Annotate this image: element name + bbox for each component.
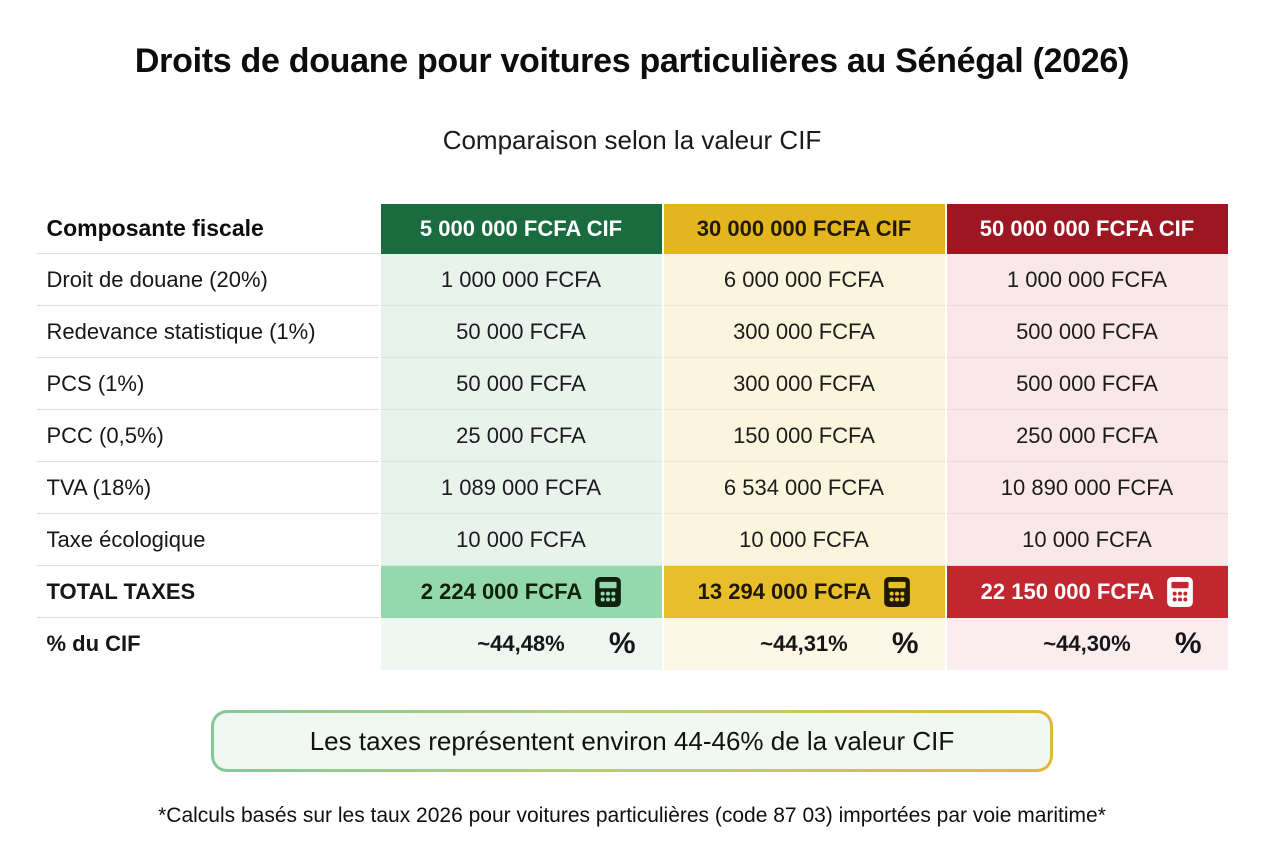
total-value: 13 294 000 FCFA (697, 579, 872, 604)
table-cell: 1 000 000 FCFA (946, 254, 1228, 306)
footnote: *Calculs basés sur les taux 2026 pour vo… (158, 804, 1106, 827)
percent-value: ~44,48% (477, 631, 565, 656)
percent-value: ~44,30% (1043, 631, 1131, 656)
row-label-tva: TVA (18%) (36, 462, 379, 514)
percent-icon: % (608, 627, 636, 660)
percent-cell: ~44,31% % (663, 618, 945, 670)
summary-callout-text: Les taxes représentent environ 44-46% de… (214, 713, 1050, 769)
table-cell: 50 000 FCFA (380, 358, 662, 410)
row-label-droit-douane: Droit de douane (20%) (36, 254, 379, 306)
total-cell: 2 224 000 FCFA (380, 566, 662, 618)
table-cell: 1 000 000 FCFA (380, 254, 662, 306)
table-cell: 1 089 000 FCFA (380, 462, 662, 514)
total-value: 22 150 000 FCFA (980, 579, 1155, 604)
calculator-icon (1167, 577, 1194, 607)
table-cell: 10 000 FCFA (946, 514, 1228, 566)
row-label-pct-du-cif: % du CIF (36, 618, 379, 670)
row-label-redevance: Redevance statistique (1%) (36, 306, 379, 358)
total-value: 2 224 000 FCFA (420, 579, 583, 604)
percent-cell: ~44,48% % (380, 618, 662, 670)
table-cell: 150 000 FCFA (663, 410, 945, 462)
column-header-label: Composante fiscale (36, 204, 379, 254)
column-header-5m: 5 000 000 FCFA CIF (380, 204, 662, 254)
table-cell: 6 534 000 FCFA (663, 462, 945, 514)
page-subtitle: Comparaison selon la valeur CIF (442, 125, 822, 155)
table-cell: 10 000 FCFA (663, 514, 945, 566)
table-cell: 500 000 FCFA (946, 358, 1228, 410)
total-cell: 22 150 000 FCFA (946, 566, 1228, 618)
percent-value: ~44,31% (760, 631, 848, 656)
table-cell: 10 000 FCFA (380, 514, 662, 566)
table-cell: 50 000 FCFA (380, 306, 662, 358)
table-cell: 25 000 FCFA (380, 410, 662, 462)
row-label-pcs: PCS (1%) (36, 358, 379, 410)
table-cell: 250 000 FCFA (946, 410, 1228, 462)
percent-icon: % (1174, 627, 1202, 660)
infographic-page: Droits de douane pour voitures particuli… (36, 42, 1228, 827)
column-header-30m: 30 000 000 FCFA CIF (663, 204, 945, 254)
row-label-total-taxes: TOTAL TAXES (36, 566, 379, 618)
row-label-taxe-ecologique: Taxe écologique (36, 514, 379, 566)
row-label-pcc: PCC (0,5%) (36, 410, 379, 462)
page-title: Droits de douane pour voitures particuli… (134, 42, 1130, 80)
tax-comparison-table: Composante fiscale 5 000 000 FCFA CIF 30… (36, 204, 1228, 670)
percent-cell: ~44,30% % (946, 618, 1228, 670)
column-header-50m: 50 000 000 FCFA CIF (946, 204, 1228, 254)
table-cell: 500 000 FCFA (946, 306, 1228, 358)
table-cell: 6 000 000 FCFA (663, 254, 945, 306)
table-cell: 300 000 FCFA (663, 306, 945, 358)
calculator-icon (595, 577, 622, 607)
total-cell: 13 294 000 FCFA (663, 566, 945, 618)
table-cell: 300 000 FCFA (663, 358, 945, 410)
summary-callout: Les taxes représentent environ 44-46% de… (211, 710, 1053, 772)
table-cell: 10 890 000 FCFA (946, 462, 1228, 514)
calculator-icon (884, 577, 911, 607)
percent-icon: % (891, 627, 919, 660)
